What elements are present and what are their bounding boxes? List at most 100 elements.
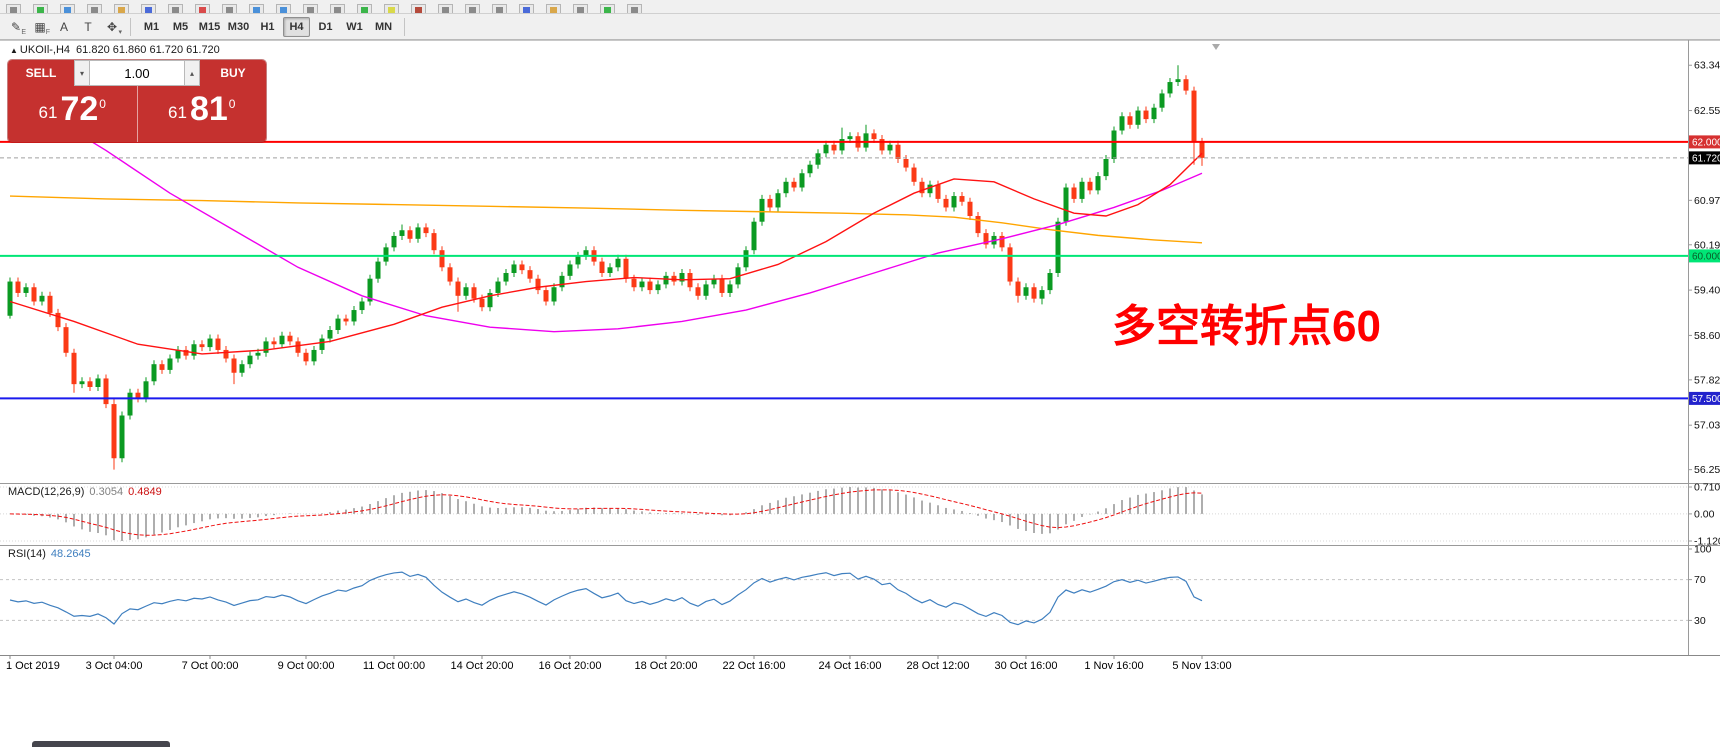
candle-body: [375, 261, 381, 279]
rsi-name: RSI(14): [8, 548, 46, 560]
candle-body: [663, 275, 669, 285]
timeframe-w1[interactable]: W1: [346, 20, 363, 33]
candle-body: [1007, 247, 1013, 282]
candle-body: [495, 281, 501, 293]
strategy-tester-icon[interactable]: [168, 4, 183, 13]
candle-body: [503, 273, 509, 282]
sell-button[interactable]: SELL: [8, 60, 74, 86]
objects-list-icon[interactable]: [438, 4, 453, 13]
terminal-icon[interactable]: [141, 4, 156, 13]
macd-main-value: 0.3054: [89, 486, 124, 498]
indicators-icon[interactable]: [411, 4, 426, 13]
pen-tool-icon[interactable]: ✎ E: [10, 19, 26, 36]
candle-body: [1015, 281, 1021, 296]
candle-body: [31, 287, 37, 302]
sell-price[interactable]: 61 72 0: [8, 86, 138, 142]
tile-windows-icon[interactable]: [303, 4, 318, 13]
candle-body: [1151, 107, 1157, 120]
main-toolbar: [0, 0, 1720, 14]
timeframe-m15[interactable]: M15: [198, 20, 221, 33]
full-screen-icon[interactable]: [465, 4, 480, 13]
candle-body: [959, 196, 965, 202]
candle-body: [335, 318, 341, 330]
grid-tool-icon[interactable]: ▦ F: [34, 19, 50, 36]
market-watch-icon[interactable]: [60, 4, 75, 13]
time-label: 28 Oct 12:00: [907, 660, 970, 672]
candle-body: [327, 330, 333, 339]
help-icon[interactable]: [600, 4, 615, 13]
arrows-tool-icon[interactable]: ✥ ▾: [106, 19, 122, 36]
candle-body: [167, 358, 173, 370]
timeframe-h4[interactable]: H4: [283, 16, 310, 37]
volume-input[interactable]: 1.00: [90, 60, 184, 86]
text-tool-icon[interactable]: A: [59, 19, 68, 34]
candle-body: [903, 159, 909, 168]
candle-body: [895, 144, 901, 159]
medium-ma-line: [49, 115, 1203, 333]
candle-body: [39, 295, 45, 302]
candle-body: [423, 227, 429, 234]
candle-body: [839, 139, 845, 151]
timeframe-m5[interactable]: M5: [172, 20, 189, 33]
metaeditor-icon[interactable]: [384, 4, 399, 13]
candle-body: [407, 230, 413, 239]
timeframe-h1[interactable]: H1: [260, 20, 275, 33]
price-scale-label: 58.605: [1694, 330, 1720, 342]
new-chart-icon[interactable]: [195, 4, 210, 13]
volume-increase-button[interactable]: ▴: [184, 60, 200, 86]
zoom-in-icon[interactable]: [249, 4, 264, 13]
candle-body: [815, 153, 821, 165]
time-label: 14 Oct 20:00: [451, 660, 514, 672]
candle-body: [527, 270, 533, 279]
candle-body: [711, 278, 717, 285]
navigator-icon[interactable]: [114, 4, 129, 13]
autotrading-icon[interactable]: [357, 4, 372, 13]
candle-body: [1175, 79, 1181, 83]
candle-body: [207, 338, 213, 348]
profiles-icon[interactable]: [222, 4, 237, 13]
price-tag: [1689, 391, 1720, 405]
new-order-icon[interactable]: [33, 4, 48, 13]
candle-body: [583, 250, 589, 256]
rsi-scale-label: 30: [1694, 615, 1706, 627]
tool-badge: F: [45, 28, 50, 36]
timeframe-mn[interactable]: MN: [374, 20, 393, 33]
candle-body: [807, 164, 813, 174]
candle-body: [823, 144, 829, 154]
candle-body: [199, 344, 205, 348]
candle-body: [567, 264, 573, 276]
buy-price[interactable]: 61 81 0: [138, 86, 267, 142]
drawing-tools-group: ✎ E ▦ F A T ✥ ▾: [4, 17, 124, 37]
candle-body: [799, 173, 805, 188]
candle-body: [255, 352, 261, 356]
save-icon[interactable]: [519, 4, 534, 13]
timeframe-m1[interactable]: M1: [143, 20, 160, 33]
candle-body: [575, 255, 581, 265]
settings-icon[interactable]: [627, 4, 642, 13]
zoom-out-icon[interactable]: [276, 4, 291, 13]
candle-body: [175, 349, 181, 359]
print-icon[interactable]: [492, 4, 507, 13]
label-tool-icon[interactable]: T: [84, 19, 92, 34]
alerts-icon[interactable]: [546, 4, 561, 13]
cascade-windows-icon[interactable]: [330, 4, 345, 13]
data-window-icon[interactable]: [87, 4, 102, 13]
candle-body: [1087, 181, 1093, 191]
candle-body: [359, 301, 365, 311]
volume-decrease-button[interactable]: ▾: [74, 60, 90, 86]
timeframe-d1[interactable]: D1: [318, 20, 333, 33]
timeframe-m30[interactable]: M30: [227, 20, 250, 33]
candle-body: [791, 181, 797, 188]
buy-button[interactable]: BUY: [200, 60, 266, 86]
sell-price-pips: 72: [60, 90, 99, 128]
candle-body: [863, 133, 869, 148]
candle-body: [1023, 287, 1029, 296]
news-icon[interactable]: [573, 4, 588, 13]
time-label: 1 Oct 2019: [6, 660, 60, 672]
window-menu-icon[interactable]: [6, 4, 21, 13]
candle-body: [1039, 290, 1045, 299]
candle-body: [847, 136, 853, 140]
time-label: 22 Oct 16:00: [723, 660, 786, 672]
candle-body: [119, 415, 125, 459]
